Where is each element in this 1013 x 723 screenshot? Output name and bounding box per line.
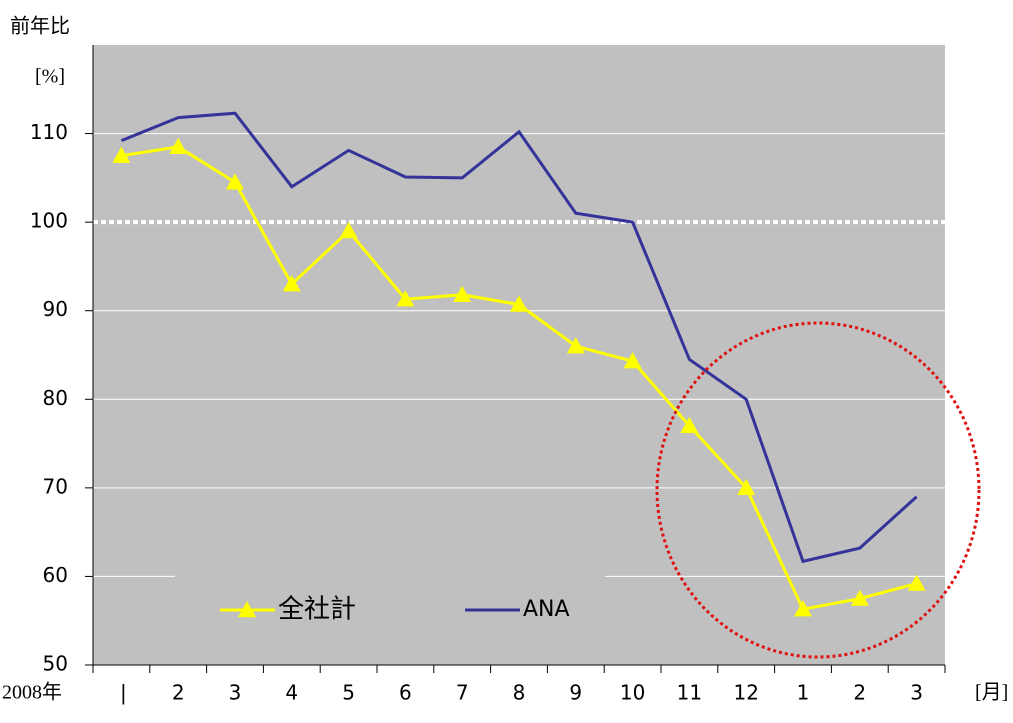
data-point <box>623 352 642 369</box>
x-tick-label: 10 <box>620 681 645 705</box>
x-tick-label: 3 <box>229 681 242 705</box>
data-point <box>794 600 812 617</box>
x-unit: [月] <box>975 682 1008 704</box>
y-axis-label: 前年比 <box>10 14 70 38</box>
y-tick-label: 110 <box>30 120 68 144</box>
data-point <box>169 137 188 155</box>
x-tick-label: 3 <box>910 681 923 705</box>
x-tick-label: 7 <box>456 681 469 705</box>
x-tick-label: 11 <box>677 681 702 705</box>
x-tick-label: 2 <box>853 681 866 705</box>
x-tick-label: 2 <box>172 681 185 705</box>
x-tick-label: 1 <box>797 681 810 705</box>
data-point <box>680 416 699 434</box>
data-point <box>282 275 301 292</box>
data-point <box>510 295 528 312</box>
legend-label: 全社計 <box>278 595 356 625</box>
data-point <box>396 290 415 307</box>
x-tick-label: 6 <box>399 681 412 705</box>
y-unit: [%] <box>35 66 65 88</box>
data-point <box>566 337 585 354</box>
y-tick-label: 50 <box>43 652 68 676</box>
x-divider: | <box>120 681 127 705</box>
y-tick-label: 70 <box>43 474 68 498</box>
legend-label: ANA <box>523 597 570 622</box>
highlight-circle <box>655 321 981 659</box>
x-prefix: 2008年 <box>2 681 62 704</box>
y-tick-label: 90 <box>43 297 68 321</box>
x-tick-label: 5 <box>342 681 355 705</box>
data-point <box>907 574 926 591</box>
legend-marker <box>238 601 256 618</box>
data-point <box>339 222 358 239</box>
x-tick-label: 12 <box>733 681 758 705</box>
data-point <box>850 589 869 606</box>
y-tick-label: 60 <box>43 563 68 587</box>
data-point <box>453 285 472 302</box>
y-tick-label: 100 <box>30 209 68 233</box>
y-tick-label: 80 <box>43 386 68 410</box>
x-tick-label: 8 <box>513 681 526 705</box>
series-line <box>120 111 918 564</box>
x-tick-label: 4 <box>285 681 298 705</box>
data-point <box>112 146 131 163</box>
data-point <box>737 478 756 496</box>
data-point <box>226 173 244 190</box>
x-tick-label: 9 <box>569 681 582 705</box>
